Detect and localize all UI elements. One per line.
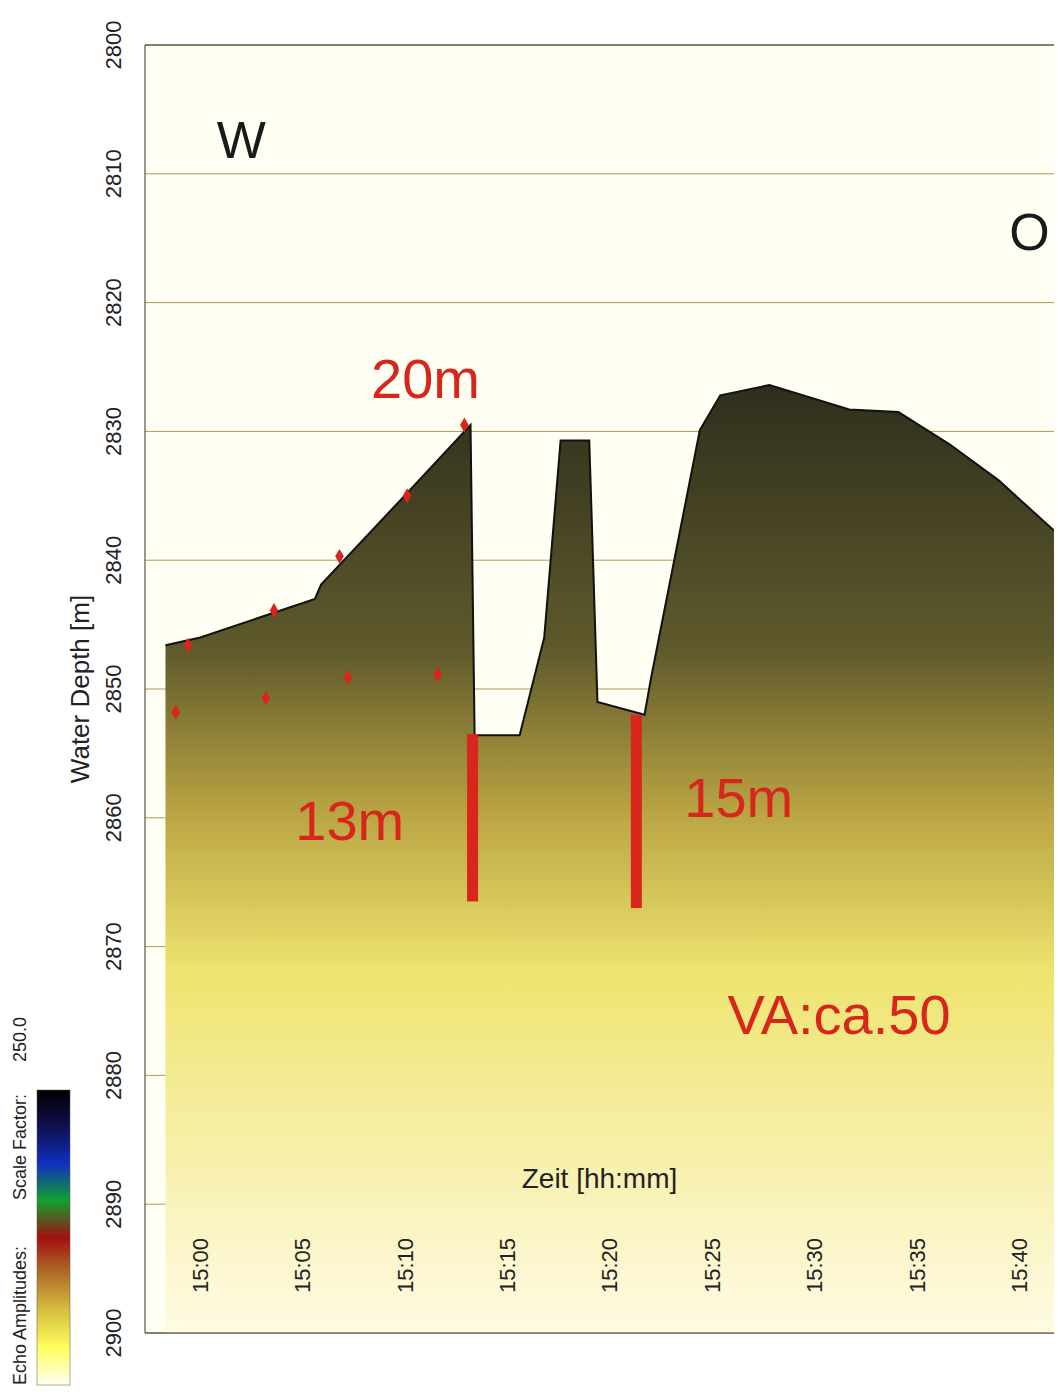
svg-text:15:05: 15:05	[290, 1238, 315, 1293]
svg-text:O: O	[1009, 203, 1049, 261]
svg-text:2900: 2900	[101, 1309, 126, 1358]
svg-text:2870: 2870	[101, 922, 126, 971]
svg-text:2880: 2880	[101, 1051, 126, 1100]
svg-text:2820: 2820	[101, 278, 126, 327]
svg-text:2810: 2810	[101, 149, 126, 198]
svg-text:250.0: 250.0	[10, 1017, 30, 1062]
svg-text:15:10: 15:10	[393, 1238, 418, 1293]
svg-text:13m: 13m	[295, 789, 404, 852]
svg-text:Echo Amplitudes:: Echo Amplitudes:	[10, 1246, 30, 1385]
svg-text:2890: 2890	[101, 1180, 126, 1229]
svg-text:VA:ca.50: VA:ca.50	[727, 983, 950, 1046]
svg-text:15:35: 15:35	[905, 1238, 930, 1293]
svg-text:2840: 2840	[101, 536, 126, 585]
svg-text:Zeit [hh:mm]: Zeit [hh:mm]	[522, 1163, 678, 1194]
svg-text:W: W	[217, 111, 266, 169]
svg-text:15:30: 15:30	[802, 1238, 827, 1293]
svg-text:2850: 2850	[101, 665, 126, 714]
svg-text:15:15: 15:15	[495, 1238, 520, 1293]
svg-text:2800: 2800	[101, 21, 126, 70]
svg-text:15:40: 15:40	[1007, 1238, 1032, 1293]
svg-text:Water Depth [m]: Water Depth [m]	[65, 595, 95, 783]
svg-text:15:00: 15:00	[188, 1238, 213, 1293]
svg-text:2830: 2830	[101, 407, 126, 456]
svg-text:2860: 2860	[101, 793, 126, 842]
svg-text:15:25: 15:25	[700, 1238, 725, 1293]
svg-text:20m: 20m	[371, 347, 480, 410]
svg-text:15:20: 15:20	[597, 1238, 622, 1293]
svg-text:Scale Factor:: Scale Factor:	[10, 1094, 30, 1200]
svg-text:15m: 15m	[684, 766, 793, 829]
